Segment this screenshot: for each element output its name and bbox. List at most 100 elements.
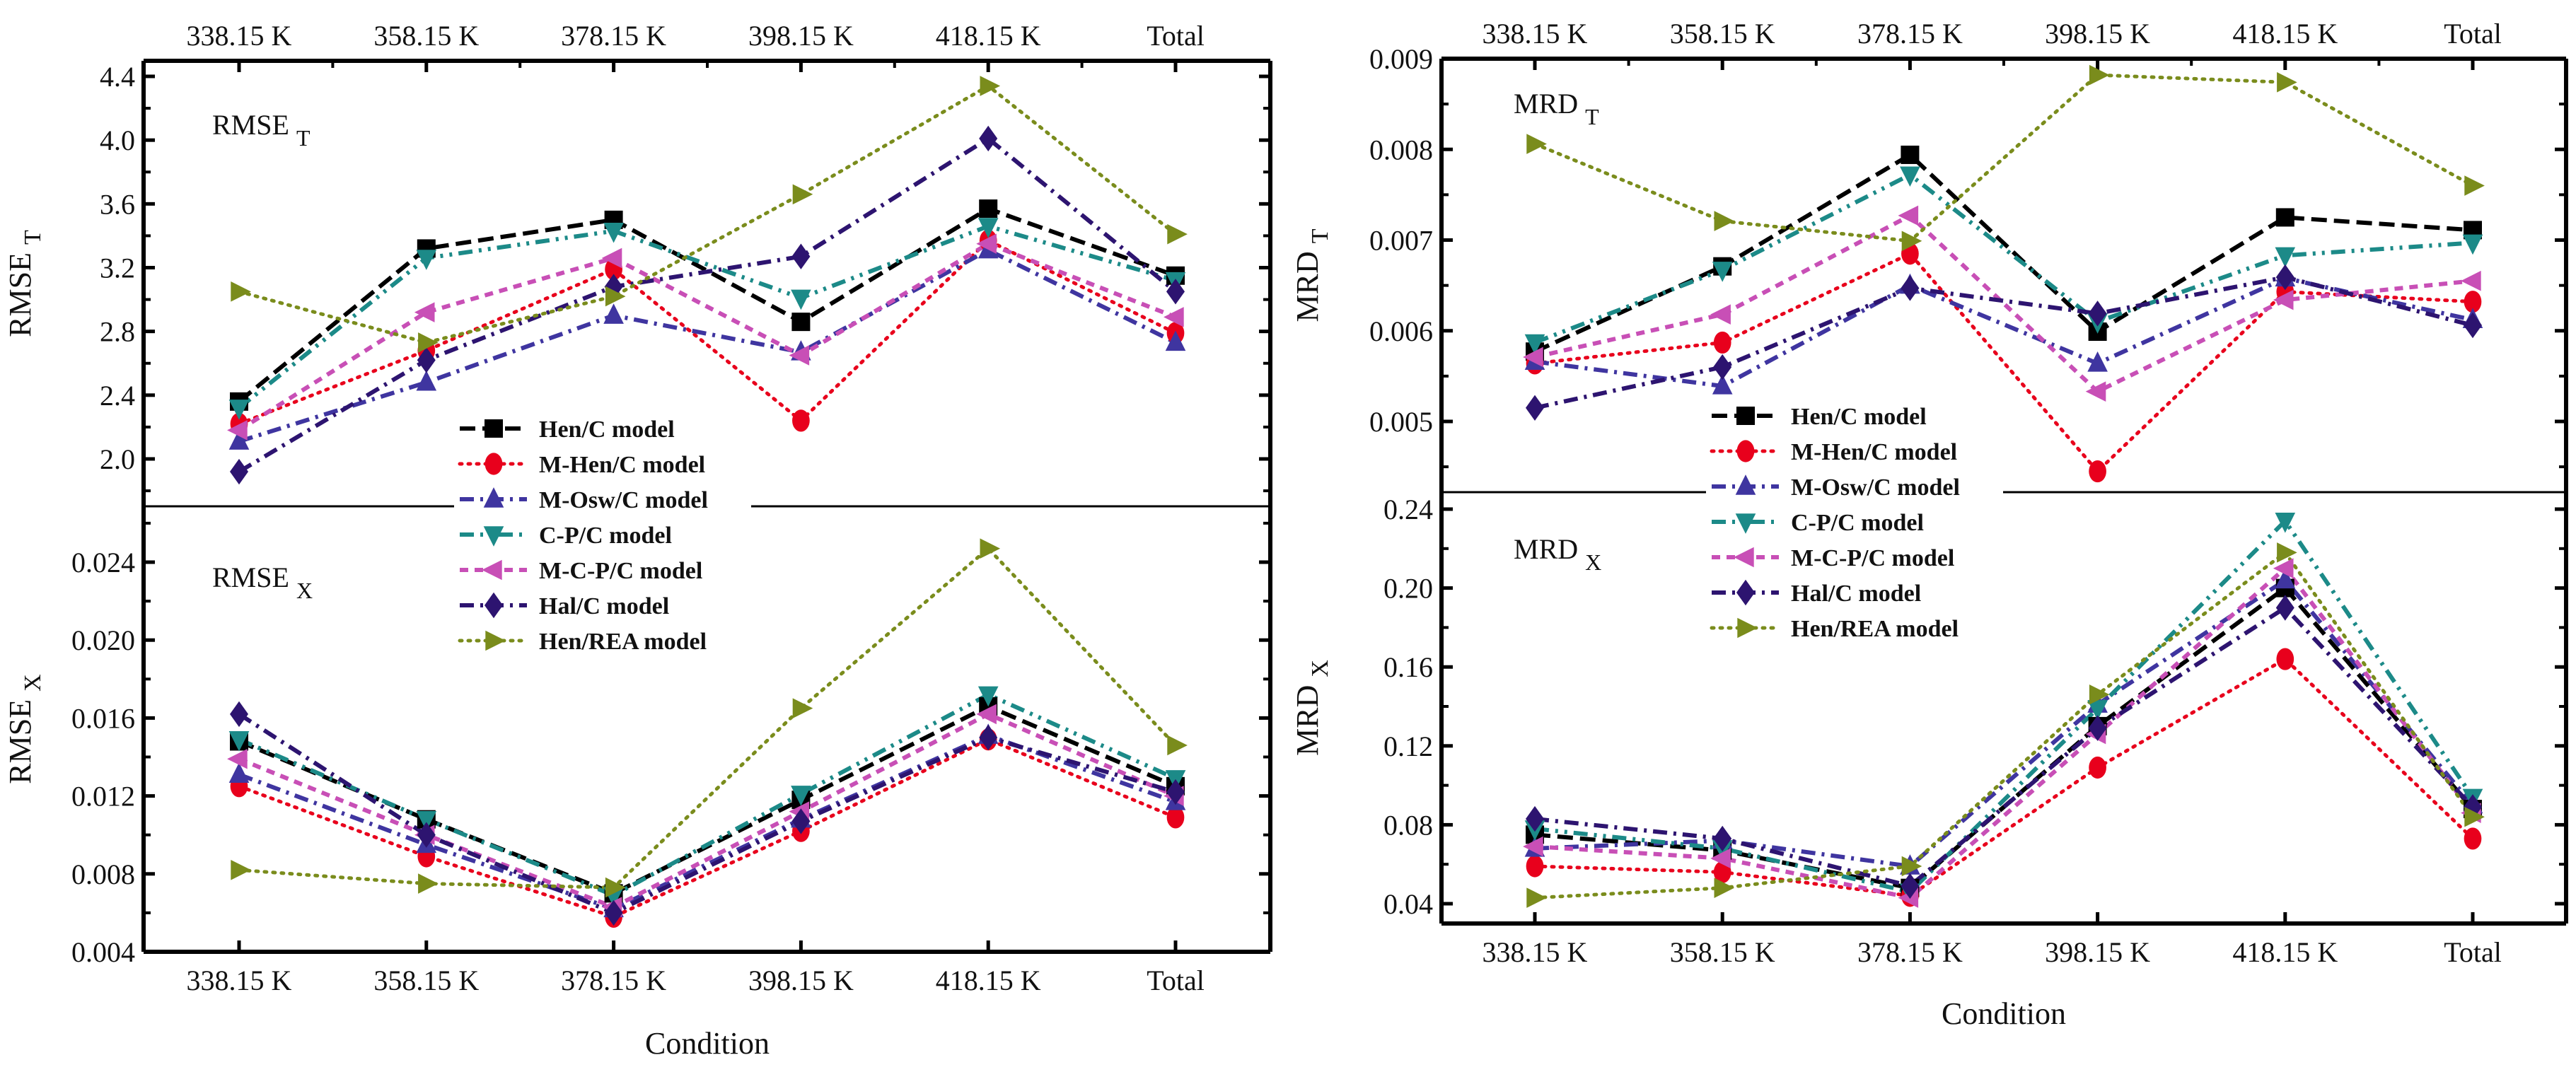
legend-item: M-C-P/C model <box>1712 545 1954 571</box>
x-tick-label-top: 358.15 K <box>1670 18 1775 49</box>
y-tick-label: 0.12 <box>1383 730 1433 762</box>
x-tick-label: Total <box>1147 965 1205 996</box>
data-point <box>2464 806 2485 827</box>
x-tick-label-top: 338.15 K <box>187 20 292 52</box>
series-line-m-osw-c-model <box>238 733 1177 911</box>
data-point <box>2273 558 2294 578</box>
data-point <box>2088 301 2107 327</box>
series-line-hen-rea-model <box>1533 73 2475 243</box>
legend-item: C-P/C model <box>460 523 672 549</box>
series-line-m-hen-c-model <box>1533 656 2475 898</box>
legend-marker <box>1735 513 1756 534</box>
panel-label: RMSE T <box>212 109 311 151</box>
x-tick-label-top: 358.15 K <box>373 20 479 52</box>
data-point <box>976 704 997 725</box>
y-tick-label: 0.24 <box>1383 494 1433 525</box>
y-tick-label: 0.16 <box>1383 651 1433 683</box>
y-axis-title: RMSE X <box>3 674 46 783</box>
x-axis-title: Condition <box>1942 996 2066 1031</box>
data-point <box>2088 715 2107 741</box>
data-point <box>980 538 1001 559</box>
series-line-m-osw-c-model <box>1534 276 2473 389</box>
data-point <box>416 810 437 832</box>
x-tick-label: 358.15 K <box>373 965 479 996</box>
series-line-hen-rea-model <box>237 83 1178 345</box>
data-point <box>417 347 436 373</box>
x-tick-label-top: Total <box>1147 20 1205 52</box>
frame-left <box>141 59 1272 954</box>
legend-label: M-Osw/C model <box>1791 474 1960 501</box>
data-point <box>977 686 999 707</box>
data-point <box>1712 374 1733 395</box>
data-point <box>418 873 439 894</box>
y-tick-label: 4.4 <box>100 61 135 93</box>
data-point <box>1710 304 1731 325</box>
x-tick-label: 338.15 K <box>187 965 292 996</box>
data-point <box>792 184 813 205</box>
data-point <box>1165 330 1186 351</box>
data-point <box>1712 262 1733 282</box>
data-point <box>1898 205 1919 226</box>
data-point <box>601 247 622 269</box>
series-line-hen-rea-model <box>237 546 1178 890</box>
data-point <box>2277 72 2297 93</box>
legend: Hen/C model M-Hen/C model M-Osw/C model C-P… <box>454 409 751 666</box>
y-tick-label: 0.008 <box>71 858 135 890</box>
y-tick-label: 0.012 <box>71 781 135 812</box>
legend-marker <box>482 559 502 581</box>
x-tick-label-top: 418.15 K <box>936 20 1041 52</box>
legend-item: M-Hen/C model <box>458 452 705 478</box>
legend-label: M-Hen/C model <box>1791 439 1957 465</box>
series-group <box>1523 64 2485 483</box>
y-tick-label: 0.008 <box>1369 134 1433 165</box>
data-point <box>605 877 626 898</box>
series-line-m-hen-c-model <box>1533 251 2475 474</box>
legend-label: C-P/C model <box>1791 510 1924 536</box>
data-point <box>979 724 998 751</box>
legend-item: C-P/C model <box>1712 510 1924 536</box>
data-point <box>227 748 248 769</box>
legend-marker <box>1735 474 1756 495</box>
data-point <box>231 859 251 880</box>
legend-item: M-Hen/C model <box>1710 439 1957 465</box>
data-point <box>791 313 811 332</box>
y-tick-label: 0.016 <box>71 702 135 734</box>
x-tick-label-top: 418.15 K <box>2232 18 2338 49</box>
legend-item: M-C-P/C model <box>460 558 702 584</box>
data-point <box>1523 346 1543 368</box>
y-tick-label: 4.0 <box>100 124 135 156</box>
x-tick-label-top: 398.15 K <box>748 20 854 52</box>
data-point <box>979 199 998 219</box>
y-axis-title: MRD T <box>1290 228 1333 322</box>
data-point <box>1713 825 1732 852</box>
y-tick-label: 0.009 <box>1369 43 1433 75</box>
legend-label: M-Osw/C model <box>539 487 708 513</box>
series-group <box>1523 513 2485 908</box>
series-line-m-c-p-c-model <box>238 711 1177 909</box>
data-point <box>416 370 437 391</box>
x-tick-label: 418.15 K <box>936 965 1041 996</box>
legend-label: Hen/C model <box>1791 404 1927 430</box>
legend-marker <box>1736 407 1755 425</box>
data-point <box>1166 279 1185 305</box>
data-point <box>1526 855 1544 878</box>
data-point <box>231 281 251 302</box>
series-line-c-p-c-model <box>1534 518 2475 895</box>
x-tick-label: 358.15 K <box>1670 936 1775 968</box>
legend-marker <box>1736 440 1755 462</box>
data-point <box>789 345 810 366</box>
data-point <box>2087 700 2108 721</box>
panel-mrd_t: 0.005 0.006 0.007 0.008 0.009 338.15 K 358.15 … <box>1290 18 2566 483</box>
legend-item: Hen/C model <box>1712 404 1927 430</box>
y-tick-label: 2.0 <box>100 443 135 475</box>
data-point <box>2275 568 2296 589</box>
data-point <box>2275 264 2294 291</box>
data-point <box>1524 334 1545 355</box>
data-point <box>1713 331 1731 354</box>
series-group <box>227 538 1188 928</box>
data-point <box>418 332 439 353</box>
legend-label: M-C-P/C model <box>1791 545 1954 571</box>
legend-item: Hal/C model <box>460 592 669 619</box>
y-axis-title: RMSE T <box>3 230 46 337</box>
